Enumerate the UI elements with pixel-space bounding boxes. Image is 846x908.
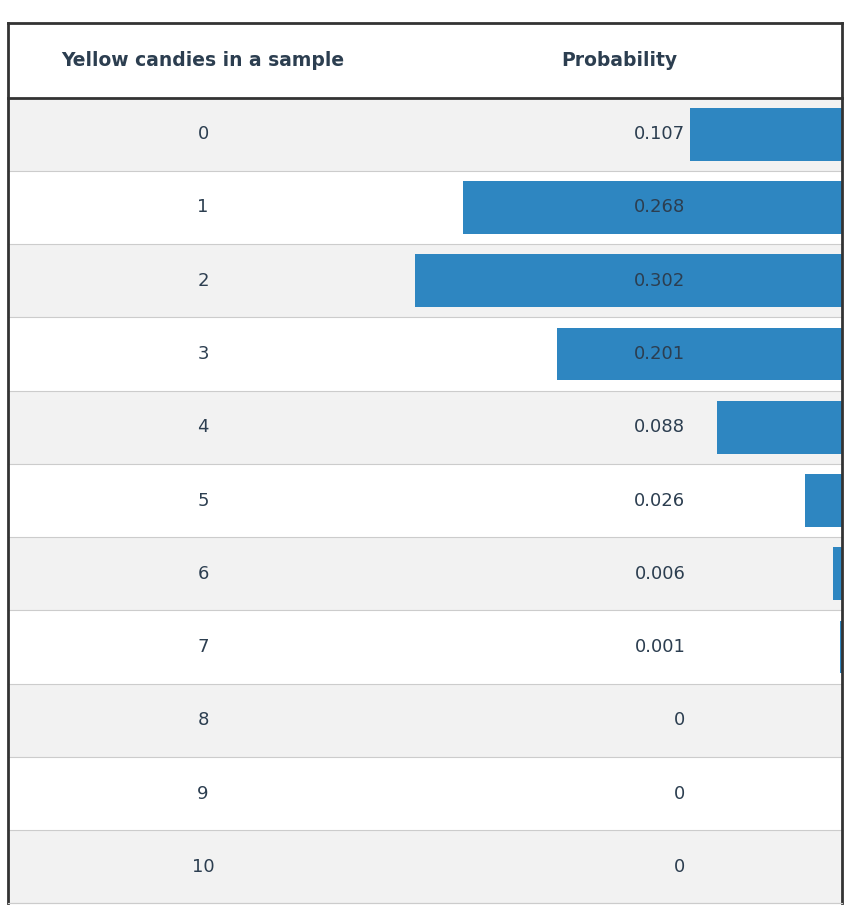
Text: 0.302: 0.302 — [634, 271, 685, 290]
Bar — [840, 621, 842, 674]
Bar — [690, 108, 842, 161]
Text: 8: 8 — [197, 711, 209, 729]
Text: 0: 0 — [197, 125, 209, 143]
Bar — [717, 400, 842, 454]
Bar — [8, 610, 842, 684]
Bar — [8, 538, 842, 610]
Bar — [8, 830, 842, 903]
Text: 10: 10 — [192, 858, 214, 876]
Bar — [8, 244, 842, 318]
Bar — [833, 548, 842, 600]
Bar — [463, 181, 842, 234]
Text: 0: 0 — [674, 858, 685, 876]
Text: 6: 6 — [197, 565, 209, 583]
Text: 0.088: 0.088 — [634, 419, 685, 436]
Bar — [8, 684, 842, 757]
Text: 1: 1 — [197, 199, 209, 216]
Bar — [8, 171, 842, 244]
Text: 0.107: 0.107 — [634, 125, 685, 143]
Bar — [415, 254, 842, 307]
Text: 0.001: 0.001 — [634, 638, 685, 656]
Text: 7: 7 — [197, 638, 209, 656]
Text: 9: 9 — [197, 785, 209, 803]
Text: Yellow candies in a sample: Yellow candies in a sample — [62, 51, 344, 70]
Text: 2: 2 — [197, 271, 209, 290]
Bar — [805, 474, 842, 527]
Text: 0: 0 — [674, 785, 685, 803]
Bar — [8, 464, 842, 538]
Text: 3: 3 — [197, 345, 209, 363]
Bar — [8, 23, 842, 97]
Text: 0: 0 — [674, 711, 685, 729]
Text: 0.268: 0.268 — [634, 199, 685, 216]
Bar — [8, 97, 842, 171]
Text: 0.201: 0.201 — [634, 345, 685, 363]
Bar — [8, 318, 842, 390]
Text: Probability: Probability — [562, 51, 678, 70]
Text: 4: 4 — [197, 419, 209, 436]
Text: 0.006: 0.006 — [634, 565, 685, 583]
Bar — [8, 390, 842, 464]
Bar — [558, 328, 842, 380]
Text: 0.026: 0.026 — [634, 491, 685, 509]
Bar — [8, 757, 842, 830]
Text: 5: 5 — [197, 491, 209, 509]
